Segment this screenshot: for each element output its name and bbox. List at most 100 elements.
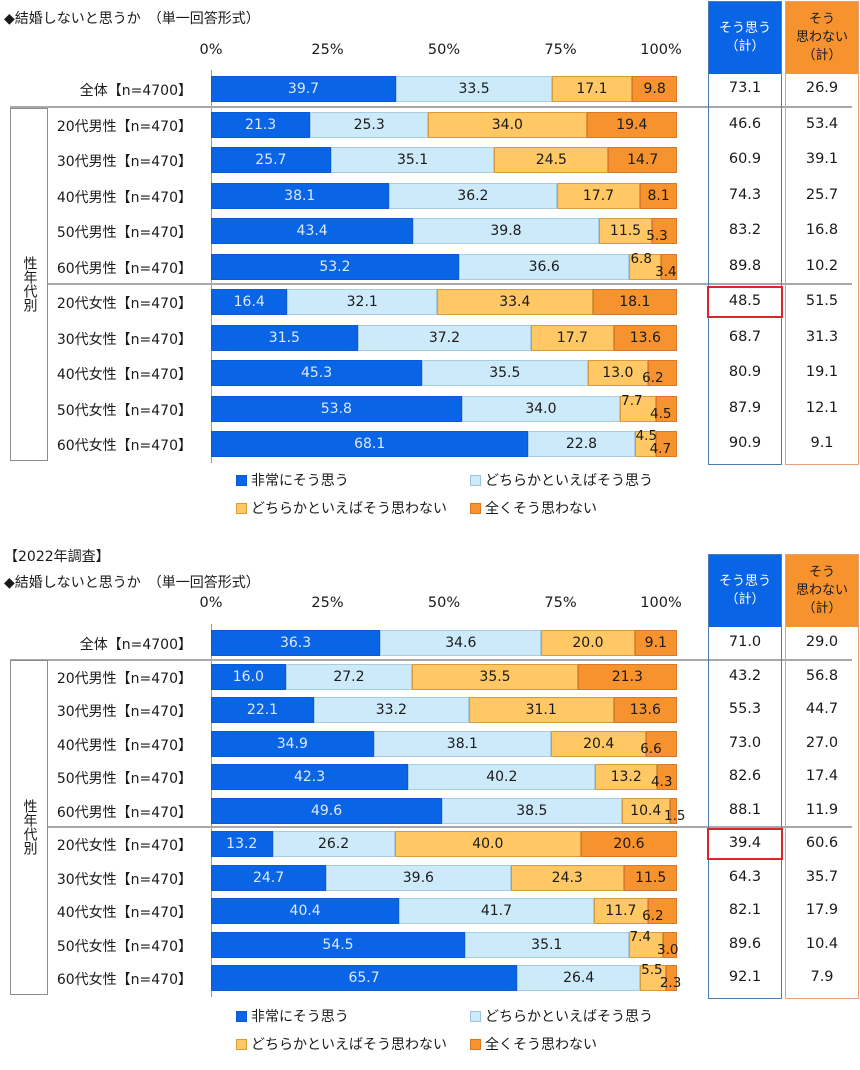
legend: 非常にそう思う どちらかといえばそう思う どちらかといえばそう思わない 全くそう思わな… bbox=[0, 1006, 860, 1056]
bar-segment-somewhat-agree: 40.2 bbox=[408, 764, 596, 790]
x-tick-label: 0% bbox=[199, 42, 223, 58]
data-label: 13.2 bbox=[226, 836, 258, 852]
data-label: 42.3 bbox=[293, 769, 326, 785]
data-label: 4.5 bbox=[635, 428, 658, 444]
data-label: 19.4 bbox=[616, 116, 648, 133]
data-label: 38.5 bbox=[516, 802, 548, 819]
legend: 非常にそう思う どちらかといえばそう思う どちらかといえばそう思わない 全くそう思わな… bbox=[0, 470, 860, 520]
bar-segment-strongly-disagree: 11.5 bbox=[623, 864, 678, 891]
data-label: 11.5 bbox=[609, 223, 642, 239]
summary-column-disagree: そう 思わない （計） 26.9 53.4 39.1 25.7 16.8 10.2 51.5 3… bbox=[785, 1, 859, 465]
data-label: 35.1 bbox=[531, 936, 563, 953]
data-label: 32.1 bbox=[346, 294, 378, 310]
summary-value: 82.1 bbox=[728, 902, 762, 918]
x-tick-label: 100% bbox=[640, 42, 682, 58]
bar-segment-somewhat-disagree: 20.4 bbox=[551, 730, 647, 757]
data-label: 3.4 bbox=[655, 263, 677, 280]
data-label: 21.3 bbox=[611, 668, 643, 685]
data-label: 4.5 bbox=[650, 405, 672, 422]
bar-segment-very-agree: 68.1 bbox=[211, 431, 529, 457]
x-tick-label: 50% bbox=[427, 42, 461, 58]
data-label: 53.2 bbox=[319, 258, 351, 275]
legend-label: どちらかといえばそう思う bbox=[485, 1009, 653, 1025]
row-label: 50代女性【n=470】 bbox=[56, 938, 192, 955]
data-label: 40.4 bbox=[289, 903, 321, 919]
summary-value: 43.2 bbox=[728, 667, 762, 684]
summary-header-agree: そう思う （計） bbox=[708, 554, 782, 627]
summary-value: 17.9 bbox=[805, 902, 839, 918]
summary-value: 39.4 bbox=[728, 835, 762, 851]
bar-segment-somewhat-disagree: 13.2 bbox=[595, 764, 657, 790]
bar-segment-somewhat-disagree: 11.5 bbox=[598, 218, 653, 244]
data-label: 1.5 bbox=[664, 807, 686, 824]
summary-value: 10.4 bbox=[805, 935, 839, 952]
bar-segment-very-agree: 36.3 bbox=[211, 630, 381, 656]
bar-segment-somewhat-disagree: 13.0 bbox=[587, 360, 649, 386]
bar-segment-very-agree: 43.4 bbox=[211, 218, 414, 244]
bar-segment-very-agree: 16.4 bbox=[211, 289, 288, 315]
data-label: 41.7 bbox=[480, 903, 512, 919]
row-label: 20代男性【n=470】 bbox=[56, 118, 192, 135]
summary-value: 11.9 bbox=[805, 801, 839, 818]
bar-segment-strongly-disagree: 9.8 bbox=[631, 76, 678, 102]
data-label: 68.1 bbox=[354, 436, 386, 452]
bar-segment-somewhat-agree: 35.5 bbox=[422, 360, 588, 386]
data-label: 25.3 bbox=[353, 116, 385, 133]
bar-segment-somewhat-disagree: 24.5 bbox=[494, 147, 609, 173]
legend-item-somewhat-agree: どちらかといえばそう思う bbox=[470, 470, 653, 490]
bar-segment-somewhat-disagree: 17.7 bbox=[557, 182, 640, 209]
data-label: 26.2 bbox=[317, 836, 350, 852]
data-label: 34.9 bbox=[276, 735, 308, 752]
legend-label: 非常にそう思う bbox=[251, 473, 349, 489]
data-label: 9.1 bbox=[644, 635, 667, 651]
summary-column-frame bbox=[708, 554, 782, 999]
data-label: 17.7 bbox=[556, 329, 588, 346]
summary-value: 19.1 bbox=[805, 364, 839, 380]
bar-segment-strongly-disagree bbox=[663, 931, 677, 958]
summary-header-disagree: そう 思わない （計） bbox=[785, 1, 859, 74]
summary-value: 60.9 bbox=[728, 151, 762, 167]
row-label: 50代男性【n=470】 bbox=[56, 225, 192, 241]
row-label: 30代男性【n=470】 bbox=[56, 154, 192, 170]
data-label: 35.1 bbox=[396, 152, 429, 168]
data-label: 5.5 bbox=[641, 962, 663, 978]
bar-segment-strongly-disagree: 14.7 bbox=[608, 147, 677, 173]
data-label: 10.4 bbox=[630, 802, 662, 819]
data-label: 21.3 bbox=[245, 116, 277, 133]
data-label: 11.5 bbox=[635, 869, 667, 886]
summary-value: 35.7 bbox=[805, 868, 839, 885]
data-label: 53.8 bbox=[320, 400, 352, 417]
bar-segment-very-agree: 21.3 bbox=[211, 111, 311, 138]
legend-swatch bbox=[470, 502, 481, 514]
row-label: 30代男性【n=470】 bbox=[56, 704, 192, 720]
data-label: 11.7 bbox=[605, 903, 637, 919]
data-label: 31.5 bbox=[268, 329, 300, 346]
bar-segment-somewhat-disagree: 17.7 bbox=[531, 324, 614, 351]
row-label: 全体【n=4700】 bbox=[79, 83, 192, 99]
bar-segment-strongly-disagree bbox=[655, 431, 678, 457]
row-label: 40代女性【n=470】 bbox=[56, 367, 192, 383]
summary-value: 89.8 bbox=[728, 257, 762, 274]
row-label: 20代女性【n=470】 bbox=[56, 296, 192, 312]
summary-column-agree: そう思う （計） 73.1 46.6 60.9 74.3 83.2 89.8 48.5 68.7… bbox=[707, 1, 783, 465]
bar-segment-somewhat-agree: 27.2 bbox=[285, 663, 413, 690]
data-label: 13.6 bbox=[629, 329, 661, 346]
legend-label: どちらかといえばそう思う bbox=[485, 473, 653, 489]
bar-segment-strongly-disagree bbox=[665, 965, 677, 991]
legend-swatch bbox=[470, 1038, 481, 1050]
data-label: 34.0 bbox=[491, 116, 523, 133]
bar-segment-somewhat-agree: 35.1 bbox=[464, 931, 629, 958]
bar-segment-somewhat-agree: 39.6 bbox=[326, 864, 511, 891]
summary-value: 39.1 bbox=[805, 151, 839, 167]
row-separator bbox=[10, 658, 852, 661]
data-label: 43.4 bbox=[296, 223, 328, 239]
summary-value: 10.2 bbox=[805, 257, 839, 274]
bar-segment-strongly-disagree: 20.6 bbox=[581, 831, 677, 857]
summary-value: 90.9 bbox=[728, 435, 762, 451]
chart-title: ◆結婚しないと思うか （単一回答形式） bbox=[4, 575, 260, 591]
bar-segment-very-agree: 34.9 bbox=[211, 730, 374, 757]
data-label: 33.2 bbox=[375, 702, 407, 718]
data-label: 24.3 bbox=[551, 869, 583, 886]
data-label: 38.1 bbox=[446, 735, 478, 752]
summary-value: 25.7 bbox=[805, 186, 839, 203]
